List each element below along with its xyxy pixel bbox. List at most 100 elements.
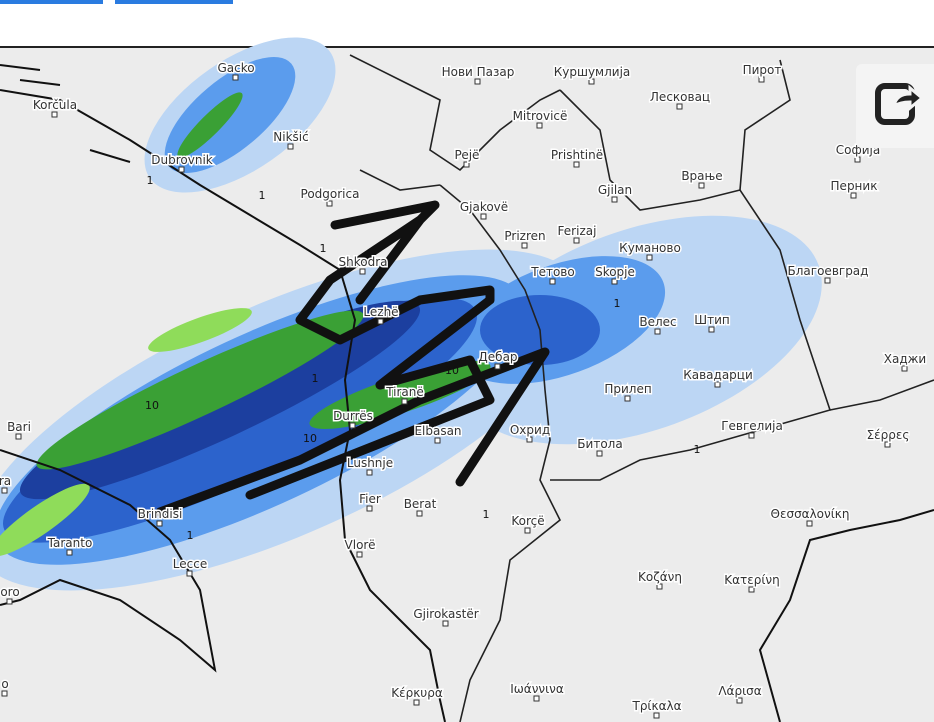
city-label: Битола [577, 437, 622, 451]
city-label: Lecce [173, 557, 207, 571]
city-label: Куманово [619, 241, 681, 255]
city-label: Elbasan [414, 424, 461, 438]
city-label: Σέρρες [867, 428, 910, 442]
city-label: Fier [359, 492, 381, 506]
city-label: Nikšić [273, 130, 308, 144]
city-dot [588, 78, 595, 85]
drawn-arrow [155, 200, 550, 517]
contour-label: 1 [147, 174, 154, 187]
city-dot [401, 398, 408, 405]
city-dot [178, 166, 185, 173]
city-dot [758, 76, 765, 83]
city-label: Кавадарци [683, 368, 753, 382]
city-label: Tiranë [385, 385, 424, 399]
city-label: Охрид [510, 423, 550, 437]
city-dot [434, 437, 441, 444]
city-label: Gacko [217, 61, 254, 75]
city-label: Κοζάνη [638, 570, 682, 584]
city-dot [806, 520, 813, 527]
city-label: Благоевград [788, 264, 869, 278]
city-dot [748, 586, 755, 593]
city-label: Дебар [478, 350, 517, 364]
city-label: Brindisi [138, 507, 183, 521]
city-label: Κατερίνη [724, 573, 779, 587]
city-label: Τρίκαλα [631, 699, 681, 713]
city-dot [232, 74, 239, 81]
city-label: oro [0, 585, 19, 599]
city-label: Gjirokastër [413, 607, 478, 621]
city-dot [442, 620, 449, 627]
city-dot [656, 583, 663, 590]
city-dot [708, 326, 715, 333]
city-label: Durrës [333, 409, 373, 423]
city-label: Gjilan [598, 183, 632, 197]
share-icon-arrow [891, 84, 925, 112]
city-dot [748, 432, 755, 439]
city-label: Ferizaj [558, 224, 597, 238]
city-dot [521, 242, 528, 249]
city-dot [624, 395, 631, 402]
city-label: Podgorica [301, 187, 360, 201]
city-label: Перник [831, 179, 878, 193]
city-label: ra [0, 474, 11, 488]
contour-label: 1 [320, 242, 327, 255]
city-label: Λάρισα [718, 684, 761, 698]
city-dot [6, 598, 13, 605]
city-label: o [1, 677, 8, 691]
city-dot [156, 520, 163, 527]
city-dot [526, 436, 533, 443]
city-dot [51, 111, 58, 118]
city-dot [494, 363, 501, 370]
city-dot [596, 450, 603, 457]
city-dot [653, 712, 660, 719]
borders [349, 54, 934, 722]
city-dot [524, 527, 531, 534]
city-dot [1, 690, 8, 697]
city-label: Gjakovë [460, 200, 508, 214]
city-dot [416, 510, 423, 517]
city-label: Штип [694, 313, 729, 327]
tab[interactable] [0, 0, 103, 4]
city-label: Ιωάννινα [510, 682, 564, 696]
city-label: Pejë [455, 148, 480, 162]
share-button[interactable] [856, 64, 934, 148]
city-dot [854, 156, 861, 163]
city-label: Lezhë [363, 305, 398, 319]
city-label: Гевгелија [721, 419, 783, 433]
contour-label: 10 [445, 364, 459, 377]
city-dot [884, 441, 891, 448]
city-dot [474, 78, 481, 85]
city-dot [573, 237, 580, 244]
city-dot [611, 278, 618, 285]
contour-label: 10 [303, 432, 317, 445]
city-label: Mitrovicë [513, 109, 568, 123]
city-label: Shkodra [339, 255, 388, 269]
contour-label: 1 [694, 443, 701, 456]
city-label: Lushnje [347, 456, 393, 470]
city-dot [356, 551, 363, 558]
contour-label: 1 [259, 189, 266, 202]
city-dot [714, 381, 721, 388]
city-label: Korčula [33, 98, 77, 112]
city-label: Прилеп [604, 382, 651, 396]
city-dot [611, 196, 618, 203]
city-label: Vlorë [345, 538, 376, 552]
city-label: Хаджи [884, 352, 926, 366]
city-dot [533, 695, 540, 702]
city-label: Куршумлија [554, 65, 631, 79]
city-dot [480, 213, 487, 220]
city-label: Пирот [743, 63, 782, 77]
city-dot [377, 318, 384, 325]
tab[interactable] [115, 0, 233, 4]
city-dot [186, 570, 193, 577]
city-dot [1, 487, 8, 494]
city-dot [736, 697, 743, 704]
city-label: Лесковац [650, 90, 710, 104]
city-dot [698, 182, 705, 189]
city-label: Велес [639, 315, 676, 329]
city-dot [359, 268, 366, 275]
contour-label: 10 [145, 399, 159, 412]
share-icon [875, 83, 925, 125]
coastlines [0, 64, 934, 722]
